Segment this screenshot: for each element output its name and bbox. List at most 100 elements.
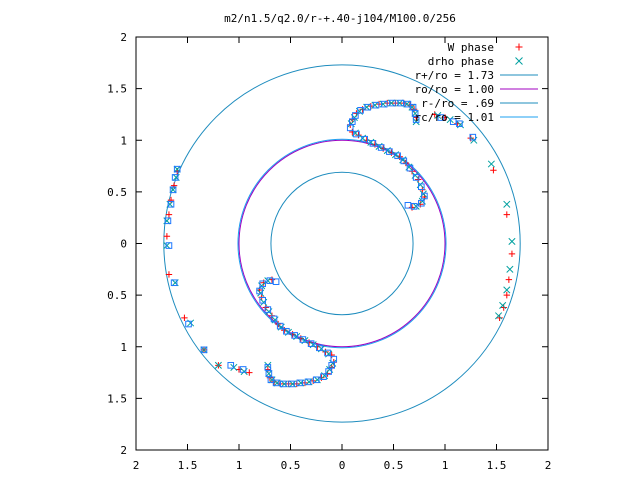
- circle-r1-01: [237, 138, 447, 349]
- data-point: [264, 366, 272, 373]
- legend-item: ro/ro = 1.00: [415, 83, 538, 96]
- legend-label: r+/ro = 1.73: [415, 69, 494, 82]
- data-point: [324, 349, 331, 357]
- data-point: [200, 346, 208, 354]
- data-point: [170, 279, 178, 287]
- x-tick-label: 0.5: [384, 459, 404, 472]
- data-point: [256, 287, 263, 295]
- legend-label: rc/ro = 1.01: [415, 111, 494, 124]
- data-point: [496, 314, 503, 322]
- data-point: [169, 186, 177, 194]
- data-point: [503, 211, 510, 218]
- data-point: [171, 174, 179, 181]
- data-point: [299, 336, 307, 343]
- data-point: [264, 306, 272, 313]
- data-point: [276, 322, 284, 330]
- data-point: [441, 114, 449, 121]
- data-point: [227, 362, 235, 369]
- data-point: [167, 200, 175, 208]
- data-point: [372, 101, 380, 109]
- data-point: [163, 242, 171, 250]
- data-point: [163, 233, 171, 240]
- data-point: [500, 304, 507, 311]
- data-point: [406, 164, 414, 172]
- data-point: [418, 183, 425, 191]
- legend-item: W phase: [448, 41, 523, 54]
- data-point: [265, 370, 273, 378]
- series-cross: [163, 99, 516, 388]
- data-point: [456, 120, 463, 128]
- data-point: [288, 380, 295, 388]
- data-point: [421, 192, 428, 200]
- data-point: [181, 314, 188, 322]
- data-points: [163, 99, 516, 388]
- data-point: [173, 165, 181, 173]
- data-point: [346, 124, 354, 132]
- data-point: [353, 130, 360, 138]
- data-point: [418, 199, 425, 207]
- data-point: [469, 133, 477, 141]
- x-tick-label: 1.5: [487, 459, 507, 472]
- data-point: [214, 361, 222, 369]
- x-tick-label: 2: [133, 459, 140, 472]
- data-point: [411, 110, 419, 117]
- y-tick-label: 1.5: [107, 392, 127, 405]
- legend-label: r-/ro = .69: [421, 97, 494, 110]
- circle-r0-69: [270, 171, 414, 316]
- data-point: [262, 304, 269, 311]
- data-point: [449, 118, 457, 125]
- data-point: [296, 379, 304, 387]
- data-point: [487, 160, 495, 168]
- y-tick-label: 1: [120, 341, 127, 354]
- series-square: [164, 99, 477, 388]
- data-point: [380, 100, 388, 108]
- data-point: [312, 376, 320, 384]
- data-point: [320, 373, 327, 380]
- data-point: [164, 217, 172, 225]
- data-point: [508, 250, 516, 258]
- data-point: [291, 332, 298, 339]
- y-axis: 2 1.5 1 0.5 0 0.5 1 1.5 2: [107, 31, 548, 457]
- x-tick-label: 2: [545, 459, 552, 472]
- data-point: [364, 103, 372, 111]
- data-point: [412, 114, 420, 121]
- x-tick-label: 1.5: [178, 459, 198, 472]
- data-point: [266, 277, 274, 284]
- data-point: [490, 166, 497, 174]
- data-point: [185, 320, 192, 328]
- legend-swatch: [515, 57, 523, 65]
- data-point: [415, 176, 422, 183]
- x-tick-label: 0.5: [281, 459, 301, 472]
- data-point: [283, 327, 290, 335]
- data-point: [412, 116, 420, 123]
- data-point: [246, 369, 253, 376]
- legend-label: ro/ro = 1.00: [415, 83, 494, 96]
- data-point: [349, 118, 356, 125]
- circle-r1-73: [163, 64, 521, 423]
- data-point: [412, 174, 420, 181]
- data-point: [330, 355, 338, 363]
- data-point: [169, 186, 177, 194]
- legend-item: drho phase: [428, 55, 523, 68]
- y-tick-label: 2: [120, 444, 127, 457]
- data-point: [400, 157, 408, 165]
- legend-swatch: [515, 43, 523, 51]
- circle-r1: [238, 139, 446, 348]
- data-point: [304, 378, 312, 386]
- data-point: [173, 165, 181, 173]
- y-tick-label: 0.5: [107, 186, 127, 199]
- x-tick-label: 0: [339, 459, 346, 472]
- legend-label: drho phase: [428, 55, 494, 68]
- data-point: [279, 380, 287, 388]
- legend-item: r+/ro = 1.73: [415, 69, 538, 82]
- x-tick-label: 1: [442, 459, 449, 472]
- data-point: [165, 242, 173, 249]
- data-point: [505, 276, 513, 283]
- data-point: [377, 144, 385, 151]
- y-tick-label: 1.5: [107, 83, 127, 96]
- data-point: [389, 99, 396, 107]
- data-point: [499, 301, 507, 310]
- data-point: [495, 312, 503, 320]
- series-plus: [163, 99, 516, 388]
